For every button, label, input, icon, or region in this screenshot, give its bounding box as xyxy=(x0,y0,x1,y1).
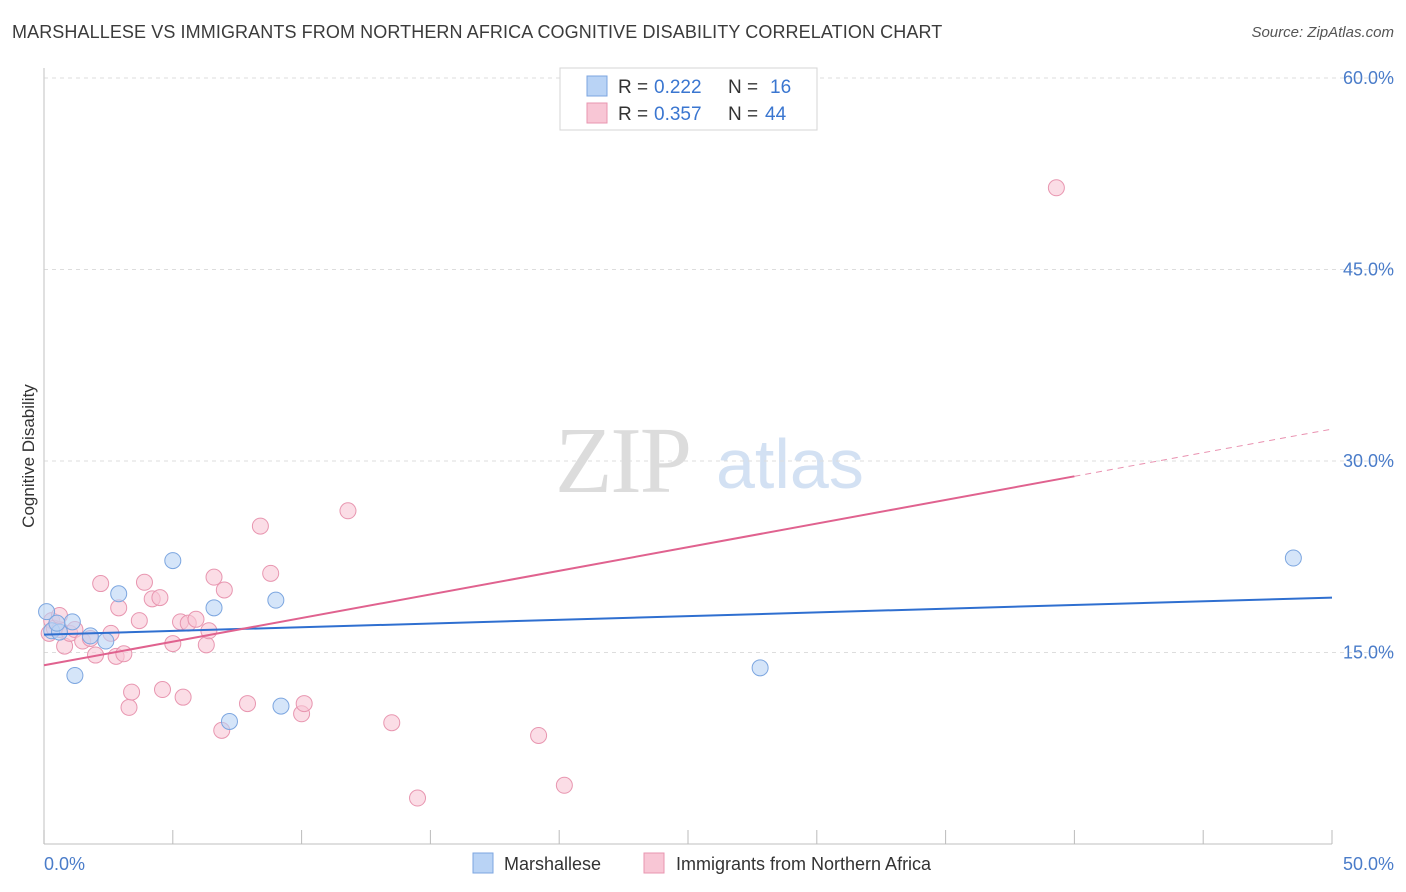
source-label: Source: ZipAtlas.com xyxy=(1251,24,1394,41)
point-africa xyxy=(215,581,233,599)
x-tick-label-min: 0.0% xyxy=(44,854,85,874)
point-africa xyxy=(383,714,401,732)
point-africa xyxy=(239,695,257,713)
point-marshallese xyxy=(38,603,56,621)
legend-n-label-1: N = xyxy=(728,77,758,98)
point-marshallese xyxy=(267,591,285,609)
y-tick-label: 15.0% xyxy=(1343,643,1394,663)
point-africa xyxy=(1047,179,1065,197)
legend-swatch-marshallese xyxy=(586,75,608,97)
legend-n-label-2: N = xyxy=(728,104,758,125)
bottom-legend-swatch-marshallese xyxy=(472,852,494,874)
data-points xyxy=(38,179,1302,807)
point-africa xyxy=(409,789,427,807)
y-axis-tick-labels: 15.0% 30.0% 45.0% 60.0% xyxy=(1343,68,1394,663)
point-africa xyxy=(530,726,548,744)
point-marshallese xyxy=(110,585,128,603)
point-marshallese xyxy=(751,659,769,677)
point-africa xyxy=(174,688,192,706)
point-africa xyxy=(197,636,215,654)
point-africa xyxy=(555,776,573,794)
y-tick-label: 45.0% xyxy=(1343,260,1394,280)
x-axis-ticks xyxy=(43,830,1333,844)
bottom-legend-label-marshallese: Marshallese xyxy=(504,854,601,874)
bottom-legend-label-africa: Immigrants from Northern Africa xyxy=(676,854,932,874)
point-marshallese xyxy=(97,632,115,650)
point-africa xyxy=(295,695,313,713)
legend-r-value-1: 0.222 xyxy=(654,77,702,98)
point-marshallese xyxy=(81,627,99,645)
legend-r-label-2: R = xyxy=(618,104,648,125)
point-marshallese xyxy=(164,552,182,570)
point-africa xyxy=(115,645,133,663)
correlation-legend: R = 0.222 N = 16 R = 0.357 N = 44 xyxy=(559,67,818,131)
point-africa xyxy=(120,698,138,716)
legend-r-label-1: R = xyxy=(618,77,648,98)
point-africa xyxy=(135,573,153,591)
point-marshallese xyxy=(205,599,223,617)
point-africa xyxy=(153,681,171,699)
point-africa xyxy=(130,612,148,630)
point-marshallese xyxy=(1284,549,1302,567)
point-africa xyxy=(151,589,169,607)
point-marshallese xyxy=(66,666,84,684)
legend-r-value-2: 0.357 xyxy=(654,104,702,125)
point-africa xyxy=(251,517,269,535)
y-tick-label: 30.0% xyxy=(1343,451,1394,471)
series-legend: Marshallese Immigrants from Northern Afr… xyxy=(472,852,932,874)
grid-lines xyxy=(44,77,1394,653)
y-axis-label: Cognitive Disability xyxy=(19,384,38,528)
point-marshallese xyxy=(63,613,81,631)
point-africa xyxy=(339,502,357,520)
legend-swatch-africa xyxy=(586,102,608,124)
y-tick-label: 60.0% xyxy=(1343,68,1394,88)
legend-n-value-2: 44 xyxy=(765,104,787,125)
trend-line-africa-extension xyxy=(1074,428,1333,477)
trend-line-africa xyxy=(43,475,1075,667)
point-africa xyxy=(205,568,223,586)
x-tick-label-max: 50.0% xyxy=(1343,854,1394,874)
point-africa xyxy=(92,575,110,593)
point-marshallese xyxy=(48,614,66,632)
point-africa xyxy=(187,610,205,628)
point-africa xyxy=(262,564,280,582)
trend-lines xyxy=(43,428,1333,667)
point-africa xyxy=(123,683,141,701)
bottom-legend-swatch-africa xyxy=(643,852,665,874)
point-marshallese xyxy=(272,697,290,715)
watermark-atlas: atlas xyxy=(716,425,864,503)
legend-n-value-1: 16 xyxy=(770,77,791,98)
point-marshallese xyxy=(220,712,238,730)
chart-title: MARSHALLESE VS IMMIGRANTS FROM NORTHERN … xyxy=(12,22,943,42)
trend-line-marshallese xyxy=(43,596,1333,636)
